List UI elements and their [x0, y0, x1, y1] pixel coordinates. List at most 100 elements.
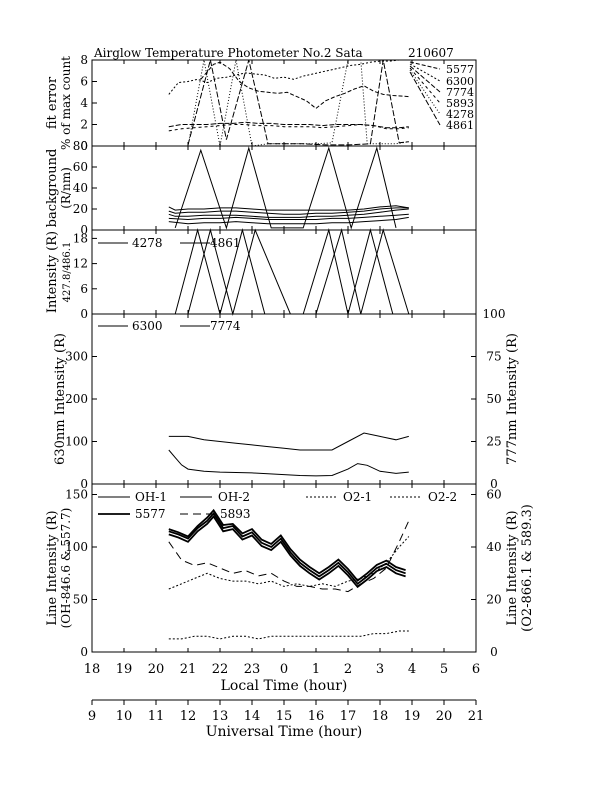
series-fit-error-4861: [187, 59, 409, 146]
x-tick-label-local: 22: [212, 662, 229, 677]
y-right-tick-label: 40: [486, 540, 501, 554]
x-tick-label-ut: 21: [468, 709, 485, 724]
legend-leader-5893: [409, 67, 441, 104]
y-axis-label-2: % of max count: [59, 56, 73, 150]
series-line-intensity-O2-1: [168, 536, 410, 590]
y-right-tick-label: 100: [483, 307, 506, 321]
series-background-bg5: [168, 216, 409, 225]
legend-label-5893: 5893: [220, 507, 251, 521]
y-right-axis-label-2: (O2-866.1 & 589.3): [520, 504, 535, 632]
y-right-tick-label: 25: [486, 435, 501, 449]
y-tick-label: 18: [73, 231, 88, 245]
series-fit-error-4278: [168, 59, 409, 147]
x-tick-label-ut: 16: [308, 709, 325, 724]
y-tick-label: 300: [65, 350, 88, 364]
x-tick-label-ut: 14: [244, 709, 261, 724]
legend-label-4861: 4861: [446, 119, 474, 132]
series-intensity-6300-7774-6300: [168, 449, 409, 477]
y-axis-label: 630nm Intensity (R): [53, 333, 68, 465]
x-tick-label-local: 19: [116, 662, 133, 677]
legend-label-4861: 4861: [210, 236, 241, 250]
series-line-intensity-O2-2: [168, 630, 409, 640]
y-right-axis-label: Line Intensity (R): [505, 510, 520, 625]
y-right-tick-label: 0: [490, 477, 498, 491]
y-tick-label: 50: [73, 593, 88, 607]
x-tick-label-ut: 13: [212, 709, 229, 724]
series-line-intensity-5893: [168, 520, 410, 593]
legend-label-7774: 7774: [446, 86, 474, 99]
legend-label-5577: 5577: [135, 507, 166, 521]
y-tick-label: 80: [73, 139, 88, 153]
x-tick-label-local: 2: [344, 662, 352, 677]
legend-label-4278: 4278: [132, 236, 163, 250]
y-right-tick-label: 20: [486, 593, 501, 607]
y-right-tick-label: 0: [490, 645, 498, 659]
y-tick-label: 0: [80, 645, 88, 659]
legend-label-O2-1: O2-1: [343, 490, 372, 504]
series-fit-error-6300: [168, 59, 409, 95]
x-tick-label-local: 18: [84, 662, 101, 677]
x-tick-label-ut: 17: [340, 709, 357, 724]
x-tick-label-ut: 10: [116, 709, 133, 724]
y-tick-label: 6: [80, 75, 88, 89]
x-tick-label-ut: 12: [180, 709, 197, 724]
series-line-intensity-5577: [168, 508, 406, 582]
legend-label-4278: 4278: [446, 108, 474, 121]
x-tick-label-local: 20: [148, 662, 165, 677]
y-tick-label: 60: [73, 160, 88, 174]
series-line-intensity-OH-2: [168, 515, 406, 589]
legend-label-5893: 5893: [446, 97, 474, 110]
y-tick-label: 6: [80, 282, 88, 296]
y-tick-label: 40: [73, 181, 88, 195]
y-right-tick-label: 60: [486, 488, 501, 502]
y-axis-label-2: 427.8/486.1: [62, 242, 73, 303]
legend-label-5577: 5577: [446, 63, 474, 76]
series-intensity-6300-7774-7774: [168, 432, 409, 451]
y-tick-label: 20: [73, 202, 88, 216]
legend-label-OH-1: OH-1: [135, 490, 167, 504]
y-axis-label: Line Intensity (R): [45, 510, 60, 625]
legend-leader-5577: [409, 61, 441, 70]
y-right-axis-label: 777nm Intensity (R): [505, 333, 520, 465]
y-tick-label: 0: [80, 223, 88, 237]
x-tick-label-ut: 15: [276, 709, 293, 724]
x-tick-label-local: 3: [376, 662, 384, 677]
y-tick-label: 0: [80, 307, 88, 321]
legend-label-7774: 7774: [210, 319, 241, 333]
series-background-bg1: [168, 205, 409, 211]
y-axis-label-2: (R/nm): [59, 167, 73, 209]
y-axis-label-2: (OH-846.6 & 557.7): [59, 508, 73, 629]
series-background-bg2: [168, 207, 409, 215]
x-tick-label-local: 23: [244, 662, 261, 677]
y-tick-label: 100: [65, 540, 88, 554]
chart-title: Airglow Temperature Photometer No.2 Sata: [93, 46, 363, 60]
x-tick-label-local: 5: [440, 662, 448, 677]
x-tick-label-ut: 19: [404, 709, 421, 724]
y-tick-label: 200: [65, 392, 88, 406]
series-background-bg3: [168, 208, 409, 218]
x-tick-label-local: 1: [312, 662, 320, 677]
y-right-tick-label: 50: [486, 392, 501, 406]
y-axis-label: fit error: [45, 76, 60, 129]
legend-leader-4278: [409, 69, 441, 115]
x-axis-label-local: Local Time (hour): [221, 678, 348, 694]
y-tick-label: 12: [73, 257, 88, 271]
series-fit-error-5577: [200, 61, 409, 110]
x-tick-label-local: 21: [180, 662, 197, 677]
y-tick-label: 4: [80, 96, 88, 110]
y-axis-label: Intensity (R): [45, 231, 60, 313]
x-tick-label-ut: 20: [436, 709, 453, 724]
y-tick-label: 0: [80, 139, 88, 153]
series-fit-error-7774: [168, 121, 409, 129]
y-tick-label: 8: [80, 53, 88, 67]
y-tick-label: 2: [80, 118, 88, 132]
series-line-intensity-OH-1: [168, 511, 406, 586]
panel-frame-intensity-6300-7774: [91, 313, 477, 485]
y-axis-label: background: [45, 149, 60, 228]
chart-date-code: 210607: [408, 46, 454, 60]
legend-leader-4861: [409, 71, 441, 126]
x-tick-label-local: 4: [408, 662, 416, 677]
series-fit-error-5893: [168, 123, 409, 132]
